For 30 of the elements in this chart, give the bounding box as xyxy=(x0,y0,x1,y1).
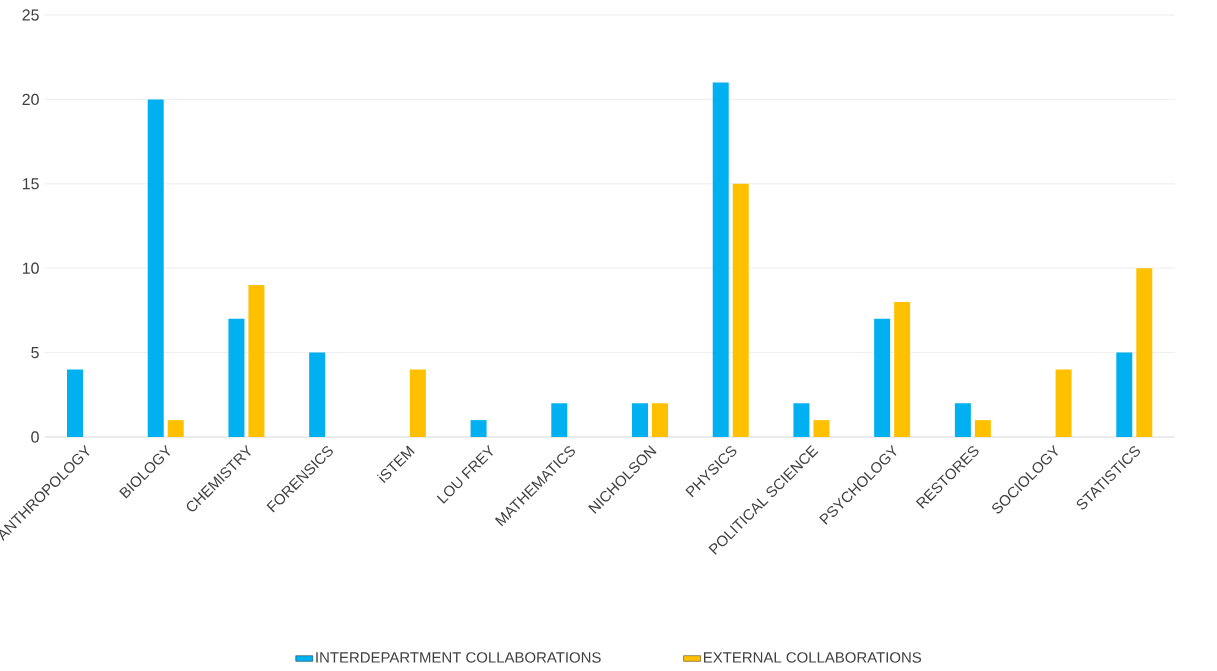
bar xyxy=(712,82,729,437)
bar xyxy=(167,420,184,437)
bar xyxy=(652,403,668,437)
bar xyxy=(1055,369,1072,437)
bar xyxy=(732,183,749,437)
bar xyxy=(470,420,487,437)
bar xyxy=(793,403,810,437)
y-tick-label: 10 xyxy=(22,262,39,274)
bar xyxy=(409,369,426,437)
legend-label: EXTERNAL COLLABORATIONS xyxy=(704,652,922,663)
bar xyxy=(632,403,648,437)
bar xyxy=(67,369,83,437)
bar xyxy=(1116,352,1133,437)
y-tick-label: 5 xyxy=(31,347,39,359)
bar xyxy=(147,99,164,437)
bar xyxy=(228,318,245,437)
bar xyxy=(248,285,265,437)
bar xyxy=(309,352,326,437)
y-tick-label: 15 xyxy=(22,178,39,190)
bar xyxy=(954,403,971,437)
bar xyxy=(894,301,911,437)
bar xyxy=(1136,268,1153,437)
bar xyxy=(974,420,991,437)
bar xyxy=(813,420,830,437)
y-tick-label: 0 xyxy=(31,431,39,443)
y-tick-label: 25 xyxy=(22,9,39,21)
bar xyxy=(874,318,891,437)
legend-label: INTERDEPARTMENT COLLABORATIONS xyxy=(316,652,601,663)
bar xyxy=(551,403,568,437)
y-tick-label: 20 xyxy=(22,93,39,106)
